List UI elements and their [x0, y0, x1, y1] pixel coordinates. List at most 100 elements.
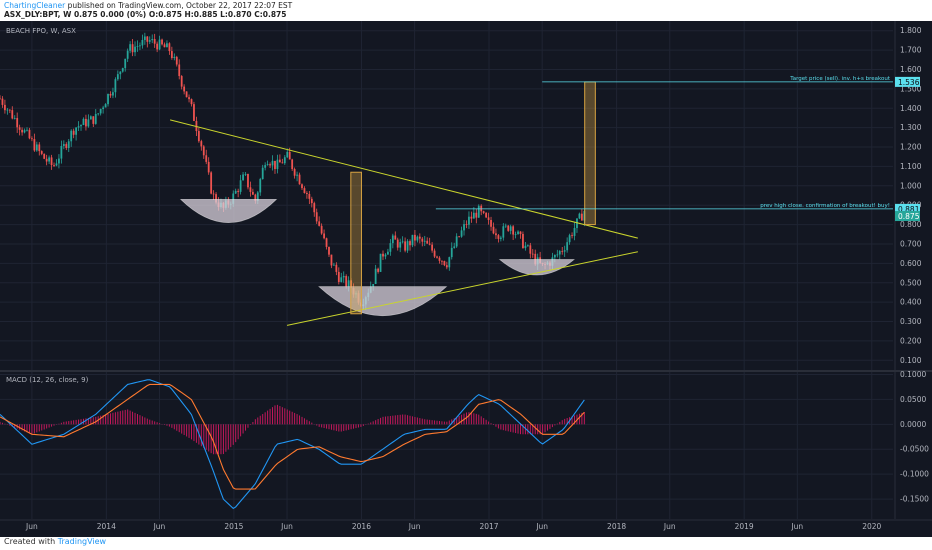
candle-body [406, 241, 409, 251]
candle-body [58, 158, 60, 164]
candle-body [114, 79, 117, 93]
candle-body [470, 216, 473, 219]
candle-body [330, 254, 333, 266]
candle-body [382, 253, 384, 257]
candle-body [347, 280, 350, 287]
price-tick-label[interactable]: 0.500 [900, 278, 922, 287]
price-tick-label[interactable]: 1.400 [900, 104, 922, 113]
candle-body [288, 151, 291, 160]
time-tick-label[interactable]: Jun [153, 522, 166, 531]
candle-body [256, 192, 259, 201]
time-tick-label[interactable]: 2020 [862, 522, 881, 531]
price-tick-label[interactable]: 1.100 [900, 162, 922, 171]
candle-body [185, 91, 188, 98]
candle-body [333, 264, 335, 266]
candle-body [490, 220, 492, 227]
candle-body [401, 241, 404, 243]
candle-body [374, 268, 377, 284]
price-tick-label[interactable]: 1.200 [900, 143, 922, 152]
time-tick-label[interactable]: Jun [790, 522, 803, 531]
price-tick-label[interactable]: 1.800 [900, 26, 922, 35]
candle-body [477, 205, 480, 218]
candle-body [291, 159, 294, 170]
time-tick-label[interactable]: 2014 [97, 522, 116, 531]
price-tick-label[interactable]: 0.200 [900, 336, 922, 345]
candle-body [148, 40, 151, 42]
candle-body [55, 163, 58, 166]
candle-body [249, 187, 252, 192]
candle-body [271, 160, 274, 166]
candle-body [423, 240, 426, 242]
price-tick-label[interactable]: 1.500 [900, 84, 922, 93]
candle-body [519, 231, 522, 234]
candle-body [274, 160, 276, 169]
candle-body [6, 109, 9, 111]
candle-body [458, 236, 461, 238]
chart-canvas[interactable]: Target price (sell). inv. h+s breakout pr… [0, 21, 932, 537]
candle-body [377, 268, 379, 272]
candle-body [119, 71, 122, 75]
price-tick-label[interactable]: 1.700 [900, 46, 922, 55]
time-tick-label[interactable]: Jun [663, 522, 676, 531]
pane-divider[interactable] [0, 370, 932, 372]
candle-body [23, 130, 26, 133]
candle-body [460, 230, 463, 237]
time-tick-label[interactable]: Jun [25, 522, 38, 531]
candle-body [242, 174, 244, 181]
candle-body [161, 39, 163, 45]
candle-body [313, 203, 316, 213]
candle-body [99, 108, 102, 114]
cup-pattern-shape [498, 259, 576, 276]
macd-pane-title: MACD (12, 26, close, 9) [6, 376, 89, 384]
price-tick-label[interactable]: 0.300 [900, 317, 922, 326]
candle-body [104, 104, 107, 108]
price-tick-label[interactable]: 0.100 [900, 356, 922, 365]
symbol-info: ASX_DLY:BPT, W 0.875 0.000 (0%) O:0.875 … [4, 10, 287, 19]
time-tick-label[interactable]: Jun [535, 522, 548, 531]
candle-body [50, 157, 53, 166]
macd-axis[interactable]: 0.1000 0.0500 0.0000 -0.0500 -0.1000 -0.1500 [900, 370, 929, 504]
price-axis[interactable]: 1.800 1.700 1.600 1.500 1.400 1.300 1.200 1.100… [894, 21, 922, 519]
macd-tick-label[interactable]: -0.1500 [900, 495, 929, 504]
time-tick-label[interactable]: Jun [280, 522, 293, 531]
time-tick-label[interactable]: 2015 [224, 522, 243, 531]
candle-body [195, 120, 198, 132]
price-tick-label[interactable]: 0.400 [900, 298, 922, 307]
macd-tick-label[interactable]: 0.0500 [900, 395, 926, 404]
time-tick-label[interactable]: 2018 [607, 522, 626, 531]
candle-body [121, 68, 124, 72]
price-tick-label[interactable]: 0.700 [900, 239, 922, 248]
candle-body [396, 239, 399, 248]
price-tick-label[interactable]: 1.300 [900, 123, 922, 132]
time-tick-label[interactable]: 2017 [479, 522, 498, 531]
candle-body [166, 43, 168, 48]
price-tick-label[interactable]: 1.000 [900, 181, 922, 190]
tradingview-logo-link[interactable]: TradingView [57, 537, 107, 546]
candle-body [139, 45, 141, 47]
candle-body [428, 243, 431, 245]
time-tick-label[interactable]: 2016 [352, 522, 371, 531]
candle-body [372, 283, 375, 287]
time-axis[interactable]: Jun 2014 Jun 2015 Jun 2016 Jun 2017 Jun 2018 Jun 20… [0, 519, 932, 531]
price-tick-label[interactable]: 0.800 [900, 220, 922, 229]
author-link[interactable]: ChartingCleaner [4, 1, 66, 10]
candle-body [345, 276, 348, 287]
level-price-value: 0.881 [898, 205, 920, 214]
macd-tick-label[interactable]: -0.1000 [900, 470, 929, 479]
candle-body [170, 51, 173, 59]
macd-tick-label[interactable]: 0.1000 [900, 370, 926, 379]
level-price-badge [895, 76, 920, 87]
candle-body [404, 241, 407, 251]
candle-body [205, 155, 208, 162]
time-tick-label[interactable]: 2019 [735, 522, 754, 531]
candle-body [72, 130, 75, 135]
candle-body [522, 233, 524, 249]
price-tick-label[interactable]: 0.600 [900, 259, 922, 268]
candle-body [38, 144, 41, 152]
time-tick-label[interactable]: Jun [408, 522, 421, 531]
candle-body [394, 235, 397, 240]
macd-tick-label[interactable]: 0.0000 [900, 420, 926, 429]
macd-tick-label[interactable]: -0.0500 [900, 445, 929, 454]
macd-line [0, 379, 585, 510]
price-tick-label[interactable]: 1.600 [900, 65, 922, 74]
